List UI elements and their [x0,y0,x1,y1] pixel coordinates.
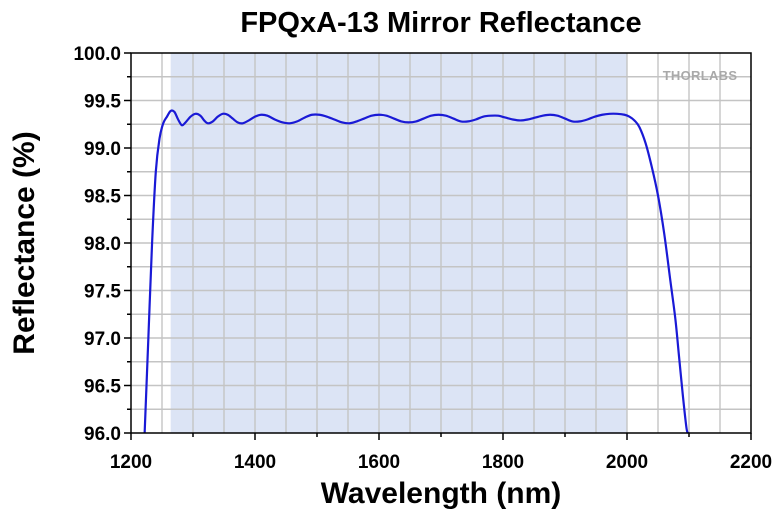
x-tick-label: 1800 [482,452,524,473]
y-axis-label: Reflectance (%) [8,131,41,354]
x-tick-labels: 1200 1400 1600 1800 2000 2200 [110,452,772,473]
x-axis-label: Wavelength (nm) [321,477,562,510]
y-tick-label: 99.5 [84,92,121,113]
y-tick-label: 98.5 [84,187,121,208]
series-group [143,109,690,434]
x-tick-label: 2200 [730,452,772,473]
reflectance-curve [143,109,690,434]
y-tick-label: 100.0 [73,44,121,65]
x-tick-label: 2000 [606,452,648,473]
x-tick-label: 1600 [358,452,400,473]
y-tick-labels: 96.0 96.5 97.0 97.5 98.0 98.5 99.0 99.5 100.0 [73,44,121,445]
thorlabs-logo: THORLABS [663,68,738,83]
y-tick-label: 97.0 [84,329,121,350]
y-tick-label: 97.5 [84,282,121,303]
y-tick-label: 98.0 [84,234,121,255]
y-tick-label: 96.0 [84,424,121,445]
chart-title: FPQxA-13 Mirror Reflectance [240,7,641,39]
grid-group [131,53,751,433]
x-tick-label: 1400 [234,452,276,473]
tick-marks-group [124,52,752,440]
y-tick-label: 99.0 [84,139,121,160]
x-tick-label: 1200 [110,452,152,473]
y-tick-label: 96.5 [84,377,121,398]
